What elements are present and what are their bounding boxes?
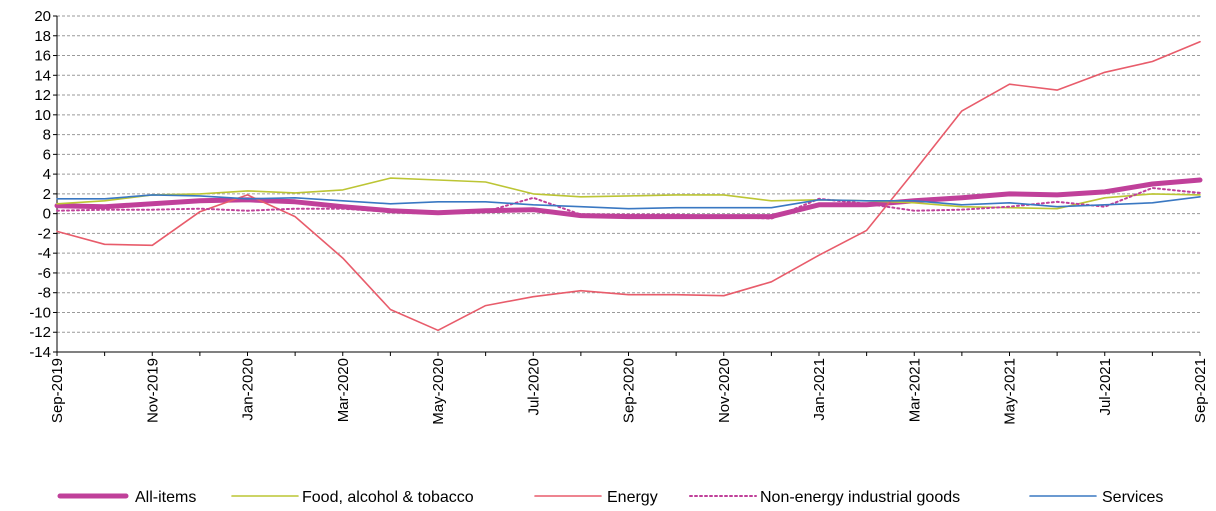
y-tick-label: -2 [38, 225, 51, 242]
y-tick-label: 4 [43, 166, 51, 183]
y-tick-label: -6 [38, 265, 51, 282]
legend-item: Energy [534, 489, 658, 506]
x-tick-label: May-2021 [1002, 358, 1019, 425]
x-tick-label: Nov-2019 [144, 358, 161, 423]
grid-lines [57, 15, 1200, 333]
y-tick-label: 8 [43, 127, 51, 144]
legend-label: Food, alcohol & tobacco [302, 489, 474, 506]
y-tick-label: -12 [29, 324, 51, 341]
x-tick-label: Sep-2021 [1192, 358, 1209, 423]
legend-item: Non-energy industrial goods [689, 489, 960, 506]
x-tick-label: Jan-2021 [811, 358, 828, 421]
x-tick-label: Sep-2019 [49, 358, 66, 423]
x-axis-tick-labels: Sep-2019 Nov-2019 Jan-2020 Mar-2020 May-2020… [49, 358, 1209, 425]
y-tick-label: -4 [38, 245, 51, 262]
legend-item: All-items [57, 489, 196, 506]
y-tick-label: 2 [43, 186, 51, 203]
y-tick-label: 18 [34, 28, 51, 45]
x-tick-label: Nov-2020 [716, 358, 733, 423]
y-tick-label: 10 [34, 107, 51, 124]
y-tick-label: 6 [43, 146, 51, 163]
series-line-non-energy-industrial-goods [56, 187, 1201, 220]
y-tick-label: 20 [34, 8, 51, 25]
series-line-all-items [54, 177, 1203, 220]
y-tick-label: 12 [34, 87, 51, 104]
y-tick-label: -14 [29, 344, 51, 361]
legend: All-items Food, alcohol & tobacco Energy No… [57, 489, 1163, 506]
y-tick-label: 16 [34, 48, 51, 65]
legend-label: Services [1102, 489, 1163, 506]
y-axis-tick-labels: -14 -12 -10 -8 -6 -4 -2 0 2 4 6 8 10 12 14 16 18 20 [29, 8, 51, 361]
x-tick-label: Jan-2020 [240, 358, 257, 421]
legend-label: Non-energy industrial goods [760, 489, 960, 506]
series-line-food-alcohol-tobacco [56, 177, 1201, 210]
legend-label: Energy [607, 489, 658, 506]
legend-label: All-items [135, 489, 196, 506]
series-line-services [56, 194, 1201, 210]
y-tick-label: -8 [38, 285, 51, 302]
x-tick-label: Jul-2020 [525, 358, 542, 416]
x-tick-label: Mar-2020 [335, 358, 352, 422]
axes [53, 15, 1201, 356]
x-tick-label: Mar-2021 [906, 358, 923, 422]
y-tick-label: 14 [34, 67, 51, 84]
y-tick-label: 0 [43, 206, 51, 223]
y-tick-label: -10 [29, 304, 51, 321]
series-line-energy [56, 40, 1201, 332]
legend-item: Services [1029, 489, 1163, 506]
x-tick-label: May-2020 [430, 358, 447, 425]
x-tick-label: Sep-2020 [621, 358, 638, 423]
legend-item: Food, alcohol & tobacco [231, 489, 474, 506]
x-tick-label: Jul-2021 [1097, 358, 1114, 416]
series-lines [54, 40, 1203, 332]
